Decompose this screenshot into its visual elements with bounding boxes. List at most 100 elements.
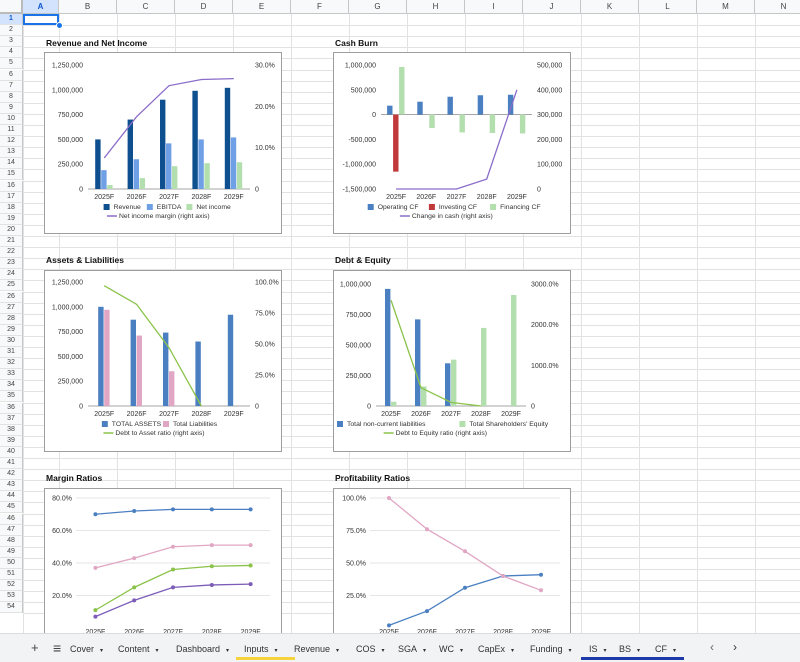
scroll-tabs-right-button[interactable]: › — [733, 640, 737, 654]
chevron-down-icon[interactable]: ▾ — [336, 648, 340, 654]
chevron-down-icon[interactable]: ▾ — [603, 648, 607, 654]
column-header[interactable]: N — [755, 0, 800, 14]
row-header[interactable]: 52 — [0, 580, 23, 592]
column-header[interactable]: E — [233, 0, 291, 14]
scroll-tabs-left-button[interactable]: ‹ — [710, 640, 714, 654]
add-sheet-button[interactable]: + — [31, 640, 39, 655]
row-header[interactable]: 26 — [0, 291, 23, 303]
chevron-down-icon[interactable]: ▾ — [226, 648, 230, 654]
fill-handle[interactable] — [56, 22, 63, 29]
row-header[interactable]: 1 — [0, 14, 23, 26]
selected-cell-a1[interactable] — [23, 14, 59, 25]
row-header[interactable]: 17 — [0, 191, 23, 203]
sheet-tab-dashboard[interactable]: Dashboard ▾ — [176, 638, 229, 660]
sheet-tab-revenue[interactable]: Revenue ▾ — [294, 638, 339, 660]
chevron-down-icon[interactable]: ▾ — [511, 648, 515, 654]
row-header[interactable]: 27 — [0, 302, 23, 314]
sheet-tab-wc[interactable]: WC ▾ — [439, 638, 463, 660]
row-header[interactable]: 30 — [0, 335, 23, 347]
sheet-tab-content[interactable]: Content ▾ — [118, 638, 159, 660]
row-header[interactable]: 19 — [0, 213, 23, 225]
row-header[interactable]: 2 — [0, 25, 23, 37]
row-header[interactable]: 50 — [0, 557, 23, 569]
column-header[interactable]: M — [697, 0, 755, 14]
chevron-down-icon[interactable]: ▾ — [637, 648, 641, 654]
column-header[interactable]: F — [291, 0, 349, 14]
row-header[interactable]: 43 — [0, 480, 23, 492]
column-header[interactable]: K — [581, 0, 639, 14]
column-header[interactable]: L — [639, 0, 697, 14]
all-sheets-menu-button[interactable]: ≡ — [53, 640, 62, 656]
row-header[interactable]: 21 — [0, 236, 23, 248]
spreadsheet-grid[interactable]: A B C D E F G H I J K L M N 1 2 3 4 5 6 7 8 9 10 11 12 13 14 15 16 17 1… — [0, 0, 800, 633]
sheet-tab-sga[interactable]: SGA ▾ — [398, 638, 426, 660]
row-header[interactable]: 39 — [0, 435, 23, 447]
row-header[interactable]: 28 — [0, 313, 23, 325]
sheet-tab-capex[interactable]: CapEx ▾ — [478, 638, 514, 660]
row-header[interactable]: 12 — [0, 136, 23, 148]
row-header[interactable]: 34 — [0, 380, 23, 392]
row-header[interactable]: 11 — [0, 125, 23, 137]
row-header[interactable]: 32 — [0, 358, 23, 370]
chevron-down-icon[interactable]: ▾ — [155, 648, 159, 654]
row-header[interactable]: 7 — [0, 80, 23, 92]
row-header[interactable]: 49 — [0, 546, 23, 558]
row-header[interactable]: 4 — [0, 47, 23, 59]
chevron-down-icon[interactable]: ▾ — [460, 648, 464, 654]
row-header[interactable]: 54 — [0, 602, 23, 614]
sheet-tab-bs[interactable]: BS ▾ — [619, 638, 640, 660]
column-header[interactable]: C — [117, 0, 175, 14]
row-header[interactable]: 31 — [0, 347, 23, 359]
row-header[interactable]: 44 — [0, 491, 23, 503]
row-header[interactable]: 41 — [0, 458, 23, 470]
sheet-tab-funding[interactable]: Funding ▾ — [530, 638, 572, 660]
row-header[interactable]: 47 — [0, 524, 23, 536]
row-header[interactable]: 18 — [0, 202, 23, 214]
chevron-down-icon[interactable]: ▾ — [568, 648, 572, 654]
row-header[interactable]: 14 — [0, 158, 23, 170]
column-header[interactable]: H — [407, 0, 465, 14]
row-header[interactable]: 36 — [0, 402, 23, 414]
sheet-tab-inputs[interactable]: Inputs ▾ — [244, 638, 278, 660]
row-header[interactable]: 15 — [0, 169, 23, 181]
sheet-tab-is[interactable]: IS ▾ — [589, 638, 607, 660]
column-header[interactable]: A — [23, 0, 59, 14]
row-header[interactable]: 20 — [0, 224, 23, 236]
row-header[interactable]: 25 — [0, 280, 23, 292]
row-header[interactable]: 46 — [0, 513, 23, 525]
row-header[interactable]: 38 — [0, 424, 23, 436]
row-header[interactable]: 22 — [0, 247, 23, 259]
row-header[interactable]: 6 — [0, 69, 23, 81]
row-header[interactable]: 5 — [0, 58, 23, 70]
row-header[interactable]: 42 — [0, 469, 23, 481]
row-header[interactable]: 45 — [0, 502, 23, 514]
chevron-down-icon[interactable]: ▾ — [423, 648, 427, 654]
chevron-down-icon[interactable]: ▾ — [274, 648, 278, 654]
row-header[interactable]: 33 — [0, 369, 23, 381]
row-header[interactable]: 35 — [0, 391, 23, 403]
row-header[interactable]: 48 — [0, 535, 23, 547]
row-header[interactable]: 9 — [0, 102, 23, 114]
chevron-down-icon[interactable]: ▾ — [100, 648, 104, 654]
row-header[interactable]: 13 — [0, 147, 23, 159]
row-header[interactable]: 53 — [0, 591, 23, 603]
row-header[interactable]: 37 — [0, 413, 23, 425]
column-header[interactable]: D — [175, 0, 233, 14]
chevron-down-icon[interactable]: ▾ — [673, 648, 677, 654]
row-header[interactable]: 23 — [0, 258, 23, 270]
column-header[interactable]: B — [59, 0, 117, 14]
column-header[interactable]: I — [465, 0, 523, 14]
column-header[interactable]: G — [349, 0, 407, 14]
chevron-down-icon[interactable]: ▾ — [381, 648, 385, 654]
select-all-corner[interactable] — [0, 0, 23, 14]
row-header[interactable]: 8 — [0, 91, 23, 103]
row-header[interactable]: 10 — [0, 113, 23, 125]
column-header[interactable]: J — [523, 0, 581, 14]
row-header[interactable]: 24 — [0, 269, 23, 281]
sheet-tab-cos[interactable]: COS ▾ — [356, 638, 385, 660]
sheet-tab-cover[interactable]: Cover ▾ — [70, 638, 103, 660]
sheet-tab-cf[interactable]: CF ▾ — [655, 638, 676, 660]
row-header[interactable]: 3 — [0, 36, 23, 48]
row-header[interactable]: 51 — [0, 569, 23, 581]
row-header[interactable]: 40 — [0, 446, 23, 458]
